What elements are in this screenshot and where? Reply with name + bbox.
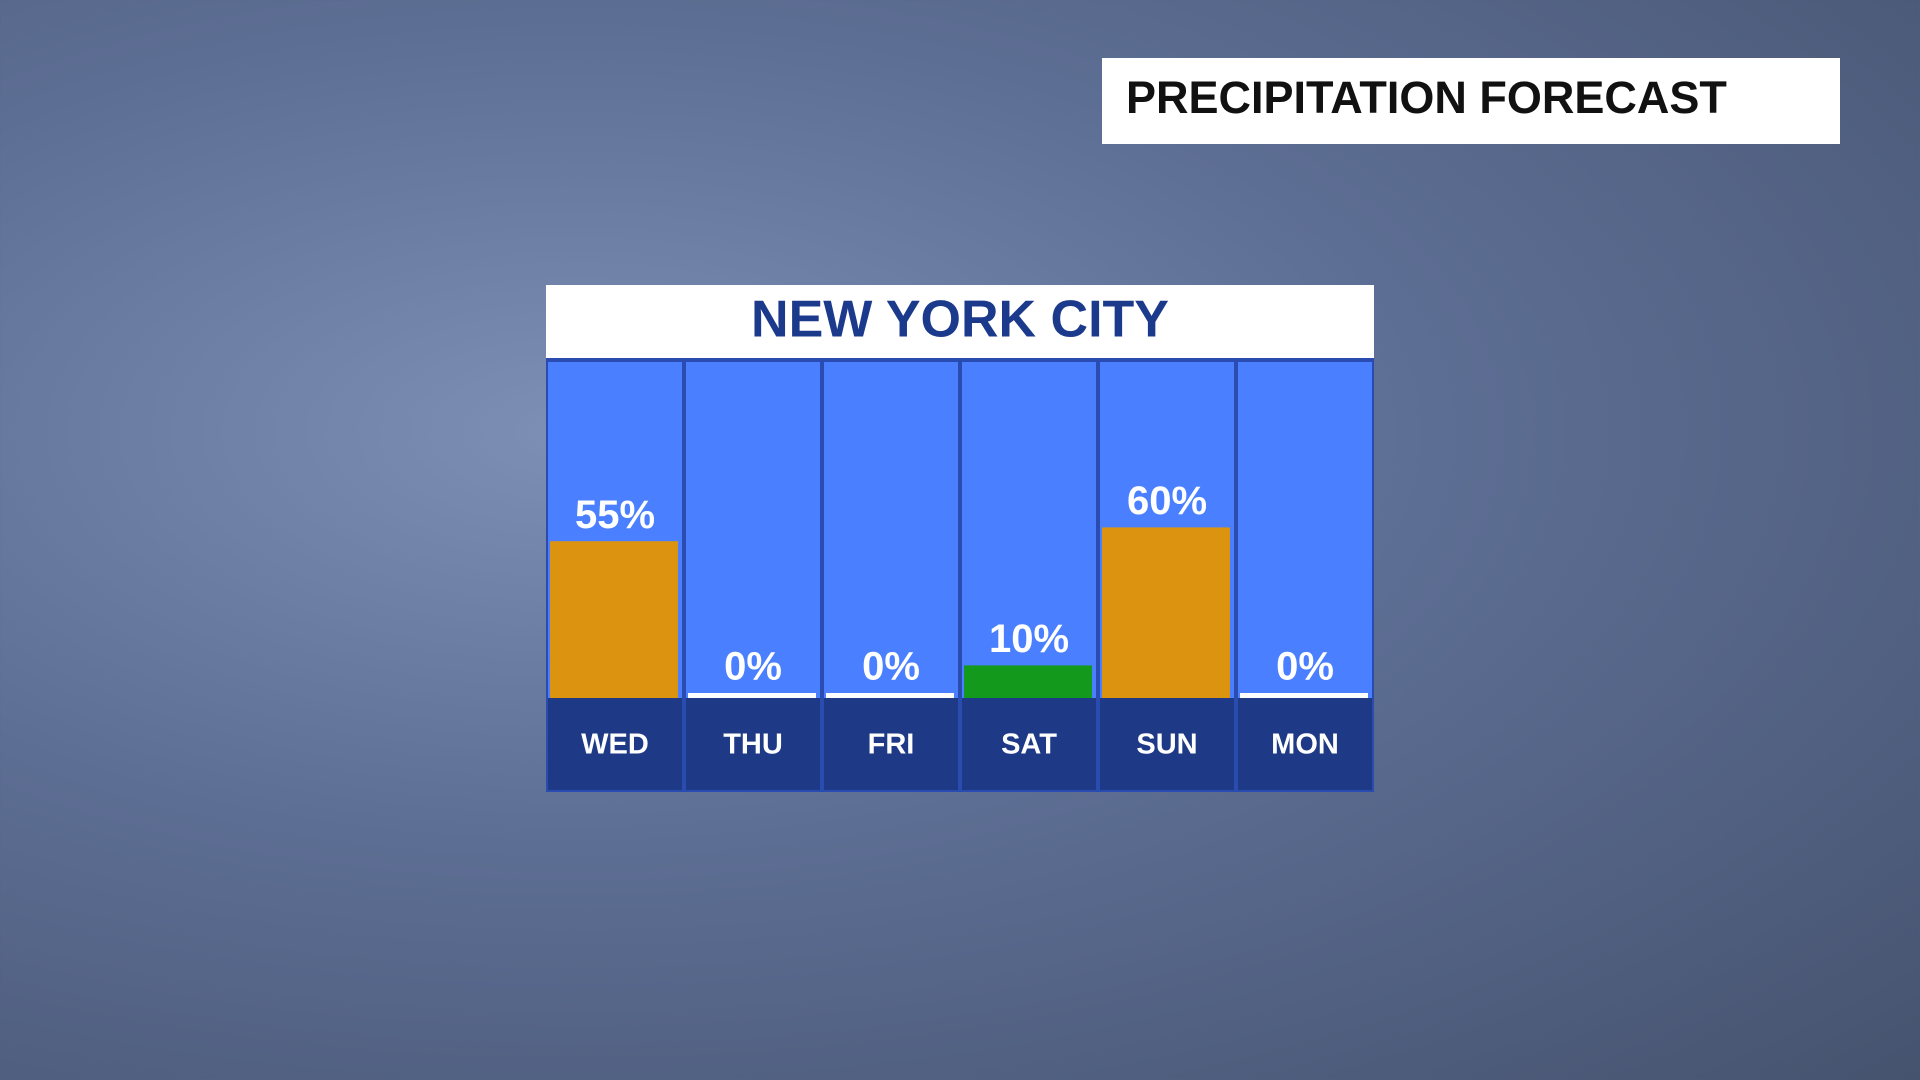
bar xyxy=(964,665,1092,698)
x-tick-label: WED xyxy=(581,729,649,761)
chart-subtitle: NEW YORK CITY xyxy=(751,291,1169,349)
value-label: 60% xyxy=(1127,479,1207,523)
bar xyxy=(1240,693,1368,698)
bar xyxy=(688,693,816,698)
panel xyxy=(546,285,1374,792)
column xyxy=(686,362,820,698)
column xyxy=(1238,362,1372,698)
column xyxy=(824,362,958,698)
value-label: 0% xyxy=(1276,645,1334,689)
x-tick-label: SAT xyxy=(1001,729,1057,761)
title-box xyxy=(1102,58,1840,144)
day-box xyxy=(686,698,820,790)
day-box xyxy=(1238,698,1372,790)
x-tick-label: MON xyxy=(1271,729,1339,761)
chart-title: PRECIPITATION FORECAST xyxy=(1126,72,1727,123)
bar xyxy=(1102,527,1230,698)
x-tick-label: FRI xyxy=(868,729,915,761)
day-box xyxy=(962,698,1096,790)
column xyxy=(962,362,1096,698)
value-label: 55% xyxy=(575,493,655,537)
value-label: 0% xyxy=(724,645,782,689)
day-box xyxy=(824,698,958,790)
bar xyxy=(550,541,678,698)
day-box xyxy=(548,698,682,790)
bar xyxy=(826,693,954,698)
value-label: 10% xyxy=(989,617,1069,661)
day-box xyxy=(1100,698,1234,790)
header-box xyxy=(546,285,1374,358)
x-tick-label: THU xyxy=(723,729,783,761)
x-tick-label: SUN xyxy=(1136,729,1197,761)
value-label: 0% xyxy=(862,645,920,689)
